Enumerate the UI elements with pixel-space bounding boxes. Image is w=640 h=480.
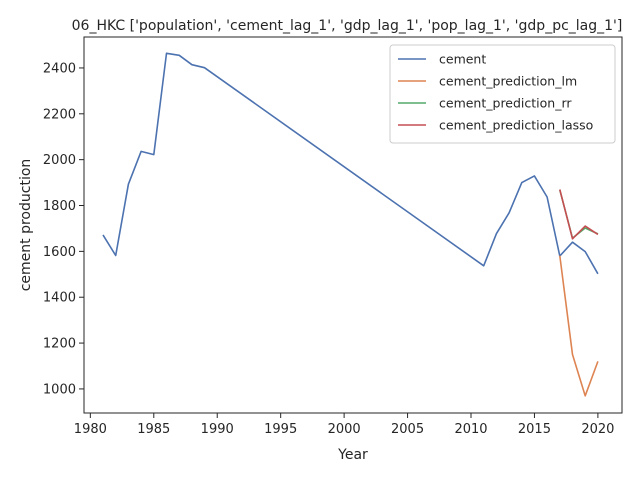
legend-label: cement bbox=[439, 52, 486, 67]
legend: cement cement_prediction_lm cement_predict… bbox=[389, 44, 616, 144]
y-axis: 1000 1200 1400 1600 1800 2000 2200 2400 bbox=[43, 61, 84, 397]
legend-label: cement_prediction_lasso bbox=[439, 118, 593, 133]
x-axis: 1980 1985 1990 1995 2000 2005 2010 2015 2020 bbox=[74, 413, 614, 437]
x-tick-label: 1995 bbox=[264, 422, 297, 437]
legend-label: cement_prediction_rr bbox=[439, 96, 572, 111]
x-tick-label: 1985 bbox=[137, 422, 170, 437]
series-line-cement-prediction-lasso bbox=[559, 189, 599, 240]
series-lines bbox=[102, 52, 599, 397]
x-tick-label: 1980 bbox=[74, 422, 107, 437]
y-axis-label: cement production bbox=[18, 159, 34, 292]
x-tick-label: 2005 bbox=[391, 422, 424, 437]
x-tick-label: 2000 bbox=[328, 422, 361, 437]
legend-box bbox=[389, 44, 616, 144]
chart-title: 06_HKC ['population', 'cement_lag_1', 'g… bbox=[72, 18, 623, 34]
x-tick-label: 1990 bbox=[201, 422, 234, 437]
y-tick-label: 1200 bbox=[43, 337, 76, 352]
y-tick-label: 1400 bbox=[43, 291, 76, 306]
x-tick-label: 2010 bbox=[454, 422, 487, 437]
y-tick-label: 2400 bbox=[43, 61, 76, 76]
y-tick-label: 2200 bbox=[43, 107, 76, 122]
plot-area bbox=[83, 36, 623, 414]
x-axis-label: Year bbox=[337, 447, 368, 463]
y-tick-label: 1800 bbox=[43, 199, 76, 214]
y-tick-label: 1000 bbox=[43, 382, 76, 397]
x-tick-label: 2020 bbox=[581, 422, 614, 437]
y-tick-label: 2000 bbox=[43, 153, 76, 168]
y-tick-label: 1600 bbox=[43, 245, 76, 260]
x-tick-label: 2015 bbox=[518, 422, 551, 437]
legend-label: cement_prediction_lm bbox=[439, 74, 577, 89]
series-line-cement-prediction-lm bbox=[559, 255, 599, 397]
